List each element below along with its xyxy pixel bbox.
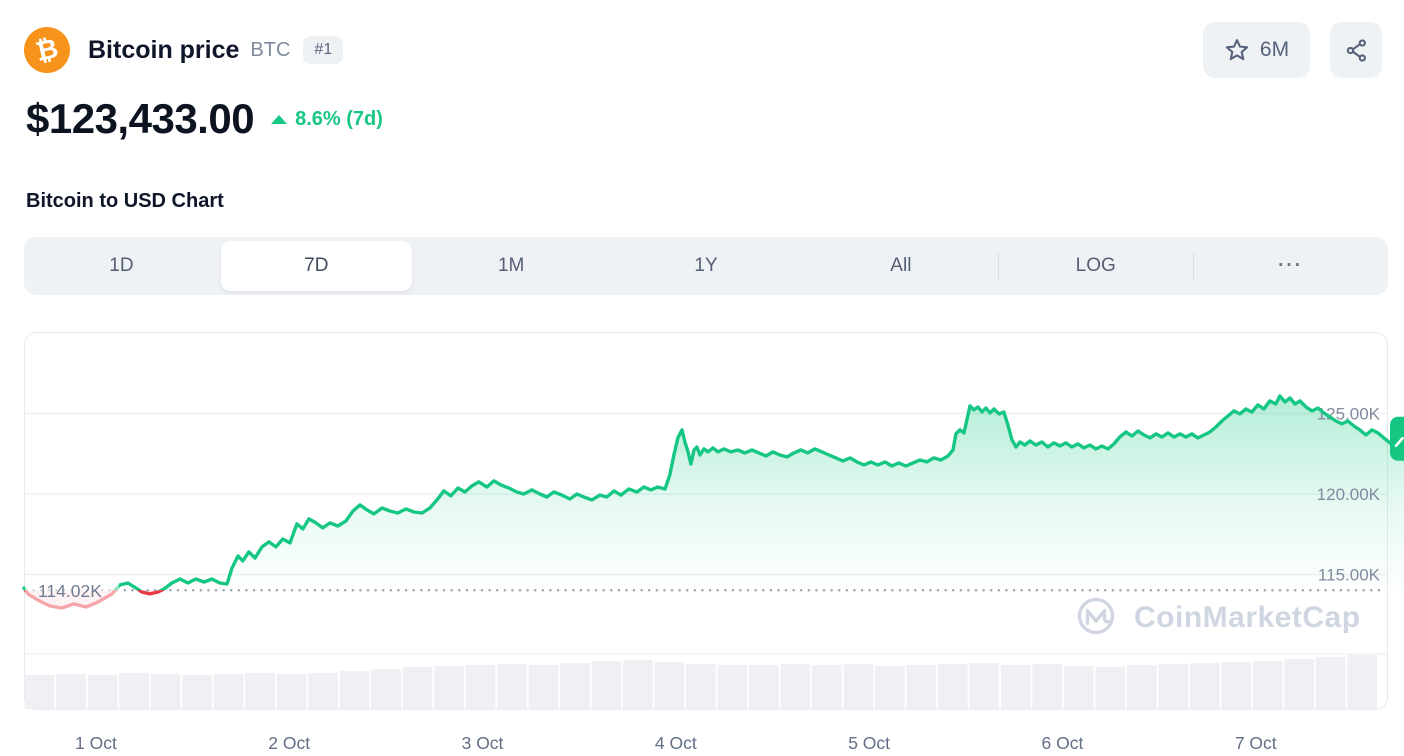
tab-7d[interactable]: 7D [220, 241, 412, 291]
x-axis-label: 4 Oct [655, 733, 697, 753]
up-arrow-icon [271, 114, 288, 124]
bitcoin-logo-icon: ₿ [24, 27, 70, 73]
x-axis-label: 7 Oct [1235, 733, 1277, 753]
tab-1d[interactable]: 1D [109, 255, 134, 276]
x-axis-label: 2 Oct [268, 733, 310, 753]
svg-text:CoinMarketCap: CoinMarketCap [1134, 601, 1361, 634]
price-change-label: 8.6% (7d) [295, 107, 383, 130]
tab-1y[interactable]: 1Y [694, 255, 718, 276]
baseline-label: 114.02K [38, 581, 102, 601]
chart-range-tabs: 1D 7D 1M 1Y All LOG ··· [24, 237, 1388, 295]
coin-symbol: BTC [250, 38, 291, 61]
volume-bars [24, 655, 1377, 709]
x-axis-label: 1 Oct [75, 733, 117, 753]
y-axis-label: 120.00K [1317, 485, 1381, 504]
x-axis-label: 5 Oct [848, 733, 890, 753]
watchlist-button[interactable]: 6M [1203, 22, 1310, 78]
tab-all[interactable]: All [890, 255, 912, 276]
coinmarketcap-watermark [1077, 597, 1115, 635]
price-row: $123,433.00 8.6% (7d) [26, 95, 383, 143]
current-price: $123,433.00 [26, 95, 255, 142]
x-axis-label: 6 Oct [1042, 733, 1084, 753]
share-button[interactable] [1330, 22, 1382, 78]
chart-section-title: Bitcoin to USD Chart [26, 190, 224, 212]
y-axis-label: 115.00K [1318, 566, 1381, 585]
x-axis-label: 3 Oct [462, 733, 504, 753]
tab-more[interactable]: ··· [1193, 241, 1386, 291]
price-line [22, 394, 1404, 591]
header-actions: 6M [1203, 22, 1382, 78]
page-header: ₿ Bitcoin price BTC #1 6M [24, 22, 1382, 78]
star-icon [1224, 37, 1250, 63]
current-price-tag [1390, 416, 1404, 461]
rank-badge: #1 [303, 36, 344, 64]
price-change: 8.6% (7d) [271, 108, 383, 131]
price-chart[interactable]: CoinMarketCap 125.00K 120.00K 115.00K 114.02… [0, 332, 1404, 756]
tab-log[interactable]: LOG [998, 241, 1191, 291]
watchlist-count: 6M [1259, 38, 1290, 61]
tab-1m[interactable]: 1M [497, 255, 525, 276]
share-icon [1344, 38, 1369, 63]
coin-name: Bitcoin price [88, 35, 240, 64]
